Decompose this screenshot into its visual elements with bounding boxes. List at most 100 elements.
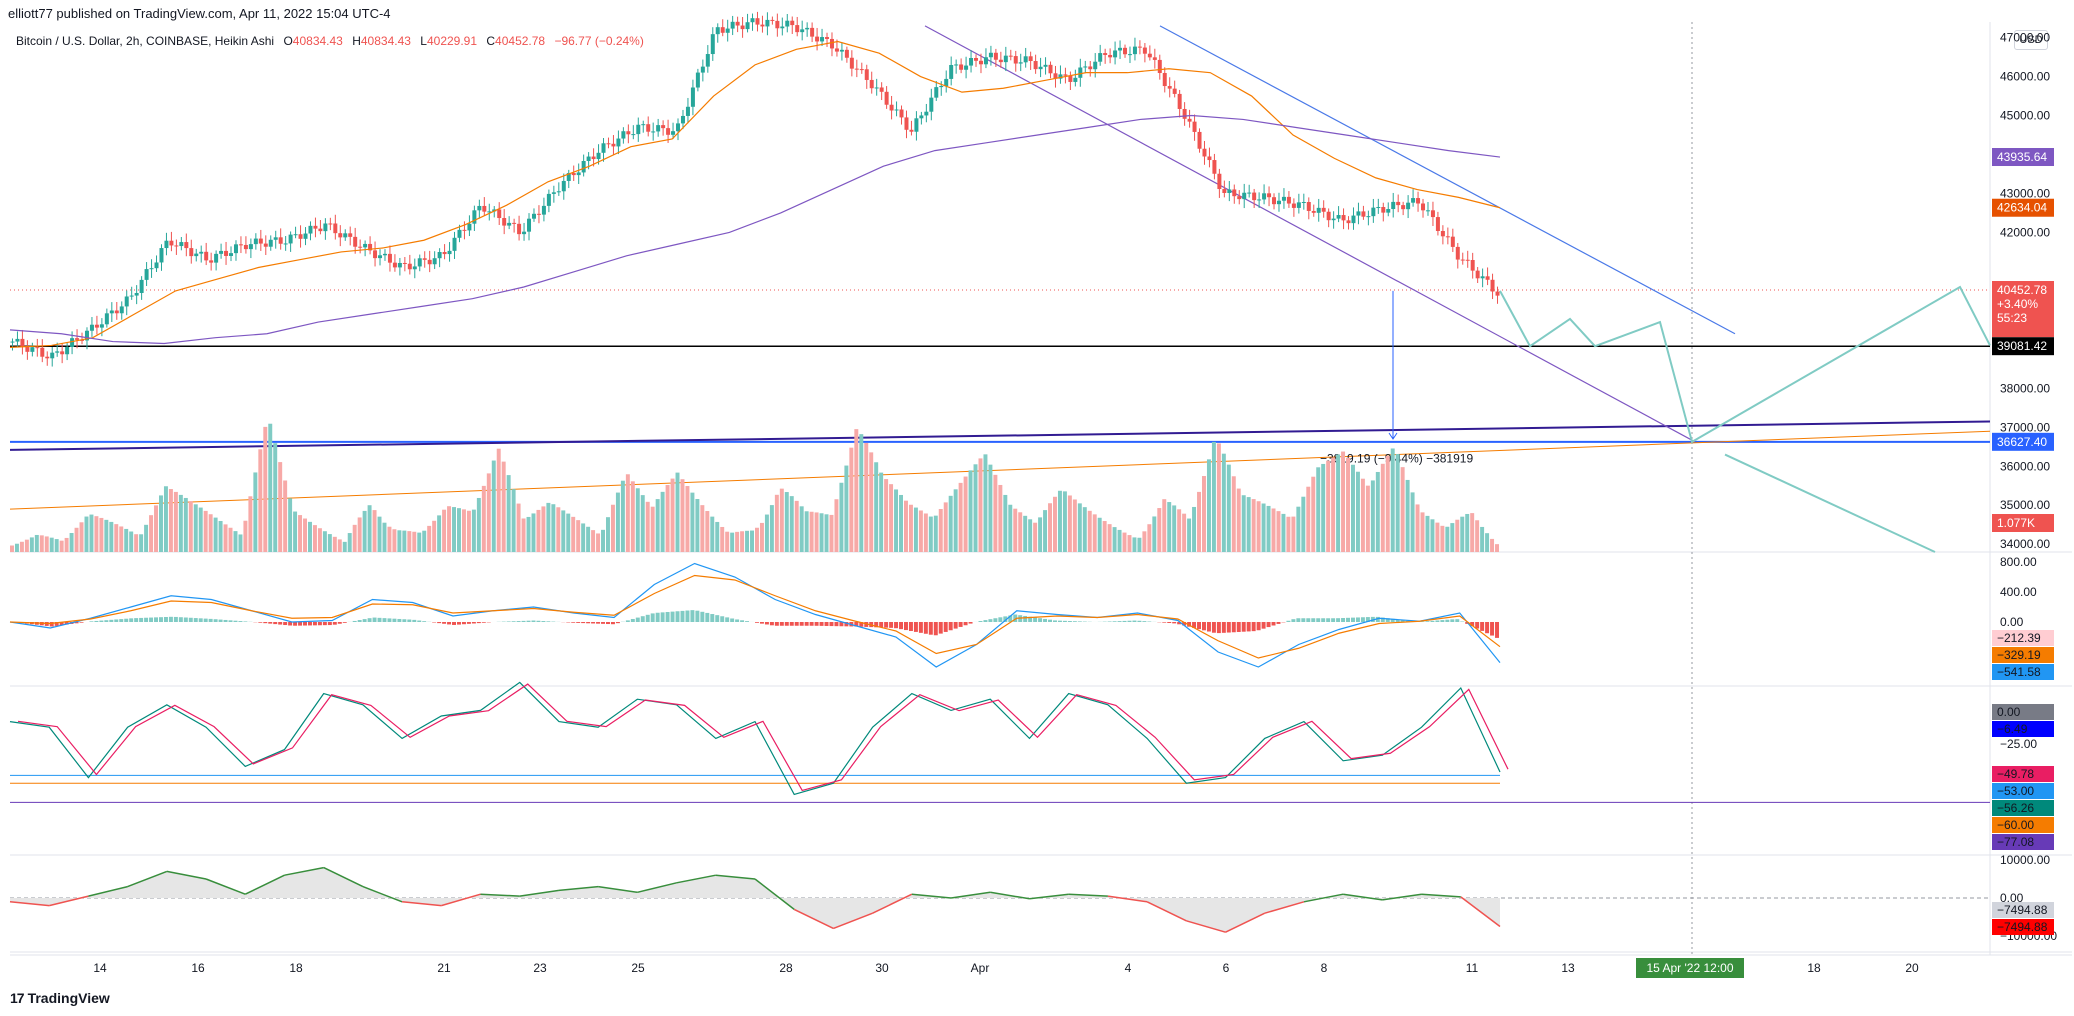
candle-body — [1257, 199, 1262, 201]
volume-bar — [521, 518, 526, 552]
volume-bar — [516, 503, 521, 552]
macd-histogram-bar — [457, 622, 461, 625]
candle-body — [437, 251, 442, 259]
candle-body — [1366, 216, 1371, 218]
volume-bar — [1276, 511, 1281, 552]
time-axis-label: 28 — [779, 961, 793, 975]
macd-histogram-bar — [412, 619, 417, 622]
macd-histogram-bar — [978, 621, 983, 622]
candle-body — [566, 173, 571, 181]
volume-bar — [1097, 517, 1102, 552]
macd-tag — [1992, 630, 2054, 646]
stoch-tag — [1992, 704, 2054, 720]
macd-histogram-bar — [1177, 622, 1182, 625]
macd-histogram-bar — [993, 618, 998, 622]
candle-body — [800, 29, 805, 33]
time-axis-label: 6 — [1223, 961, 1230, 975]
descending-channel-upper — [1159, 25, 1736, 335]
candle-body — [1421, 203, 1426, 211]
candle-body — [363, 243, 368, 248]
volume-bar — [576, 520, 581, 552]
macd-histogram-bar — [809, 622, 814, 626]
volume-bar — [531, 513, 536, 552]
osc-line-segment — [950, 891, 991, 899]
volume-bar — [74, 527, 79, 552]
macd-histogram-bar — [59, 622, 64, 626]
volume-bar — [1266, 505, 1271, 552]
candle-body — [1063, 74, 1068, 76]
candle-body — [551, 192, 556, 194]
candle-body — [1401, 205, 1406, 210]
volume-bar — [591, 530, 596, 552]
candle-body — [387, 253, 392, 263]
macd-histogram-bar — [144, 617, 149, 622]
candle-body — [1346, 220, 1351, 224]
macd-histogram-bar — [1306, 618, 1311, 622]
macd-histogram-bar — [1450, 619, 1455, 622]
candle-body — [358, 246, 363, 248]
volume-bar — [1495, 544, 1499, 552]
candle-body — [184, 242, 189, 249]
candle-body — [189, 248, 194, 257]
macd-histogram-bar — [1351, 617, 1355, 622]
candle-body — [293, 234, 298, 236]
volume-bar — [640, 495, 645, 552]
macd-histogram-bar — [571, 622, 576, 623]
volume-bar — [1137, 537, 1142, 552]
candle-body — [735, 21, 740, 26]
volume-bar — [794, 500, 799, 552]
volume-bar — [1216, 443, 1221, 552]
osc-line-segment — [754, 878, 795, 910]
candle-body — [974, 58, 979, 61]
macd-histogram-bar — [700, 611, 705, 622]
macd-histogram-bar — [1003, 616, 1008, 622]
osc-line-segment — [127, 870, 168, 888]
candle-body — [214, 253, 219, 263]
macd-histogram-bar — [904, 622, 908, 631]
candle-body — [671, 131, 676, 135]
osc-line-segment — [244, 874, 285, 895]
osc-line-segment — [205, 878, 246, 895]
macd-histogram-bar — [546, 621, 551, 622]
osc-tick-label: 0.00 — [2000, 891, 2024, 905]
volume-bar — [1003, 494, 1008, 552]
volume-bar — [809, 511, 814, 552]
price-tick-label: 34000.00 — [2000, 537, 2050, 551]
macd-histogram-bar — [1246, 622, 1251, 632]
candle-body — [298, 234, 303, 239]
candle-body — [278, 237, 283, 244]
candle-body — [263, 243, 268, 247]
volume-bar — [859, 434, 864, 552]
macd-histogram-bar — [506, 621, 511, 622]
candle-body — [1440, 230, 1445, 237]
candle-body — [546, 193, 551, 206]
price-tick-label: 46000.00 — [2000, 70, 2050, 84]
candle-body — [636, 124, 641, 135]
volume-bar — [526, 516, 531, 552]
volume-bar — [461, 509, 466, 552]
candle-body — [1078, 67, 1083, 78]
stoch-tick-label: −25.00 — [2000, 737, 2037, 751]
volume-bar — [1157, 508, 1162, 552]
volume-bar — [963, 476, 968, 552]
candle-body — [1267, 193, 1272, 198]
currency-button[interactable]: USD — [2014, 30, 2048, 50]
stoch-tag — [1992, 800, 2054, 816]
price-tag-label: 39081.42 — [1997, 339, 2047, 353]
candle-body — [209, 260, 214, 263]
macd-histogram-bar — [218, 619, 223, 622]
osc-line-segment — [1225, 912, 1266, 933]
macd-histogram-bar — [894, 622, 899, 629]
macd-histogram-bar — [1355, 617, 1360, 622]
osc-line-segment — [284, 866, 324, 876]
time-highlight-label: 15 Apr '22 12:00 — [1646, 961, 1733, 975]
macd-histogram-bar — [223, 619, 228, 622]
candle-body — [765, 19, 770, 27]
volume-bar — [392, 529, 397, 552]
candle-body — [442, 251, 447, 255]
macd-histogram-bar — [377, 617, 382, 622]
volume-bar — [1281, 513, 1286, 552]
osc-tick-label: 10000.00 — [2000, 853, 2050, 867]
macd-histogram-bar — [357, 620, 362, 622]
